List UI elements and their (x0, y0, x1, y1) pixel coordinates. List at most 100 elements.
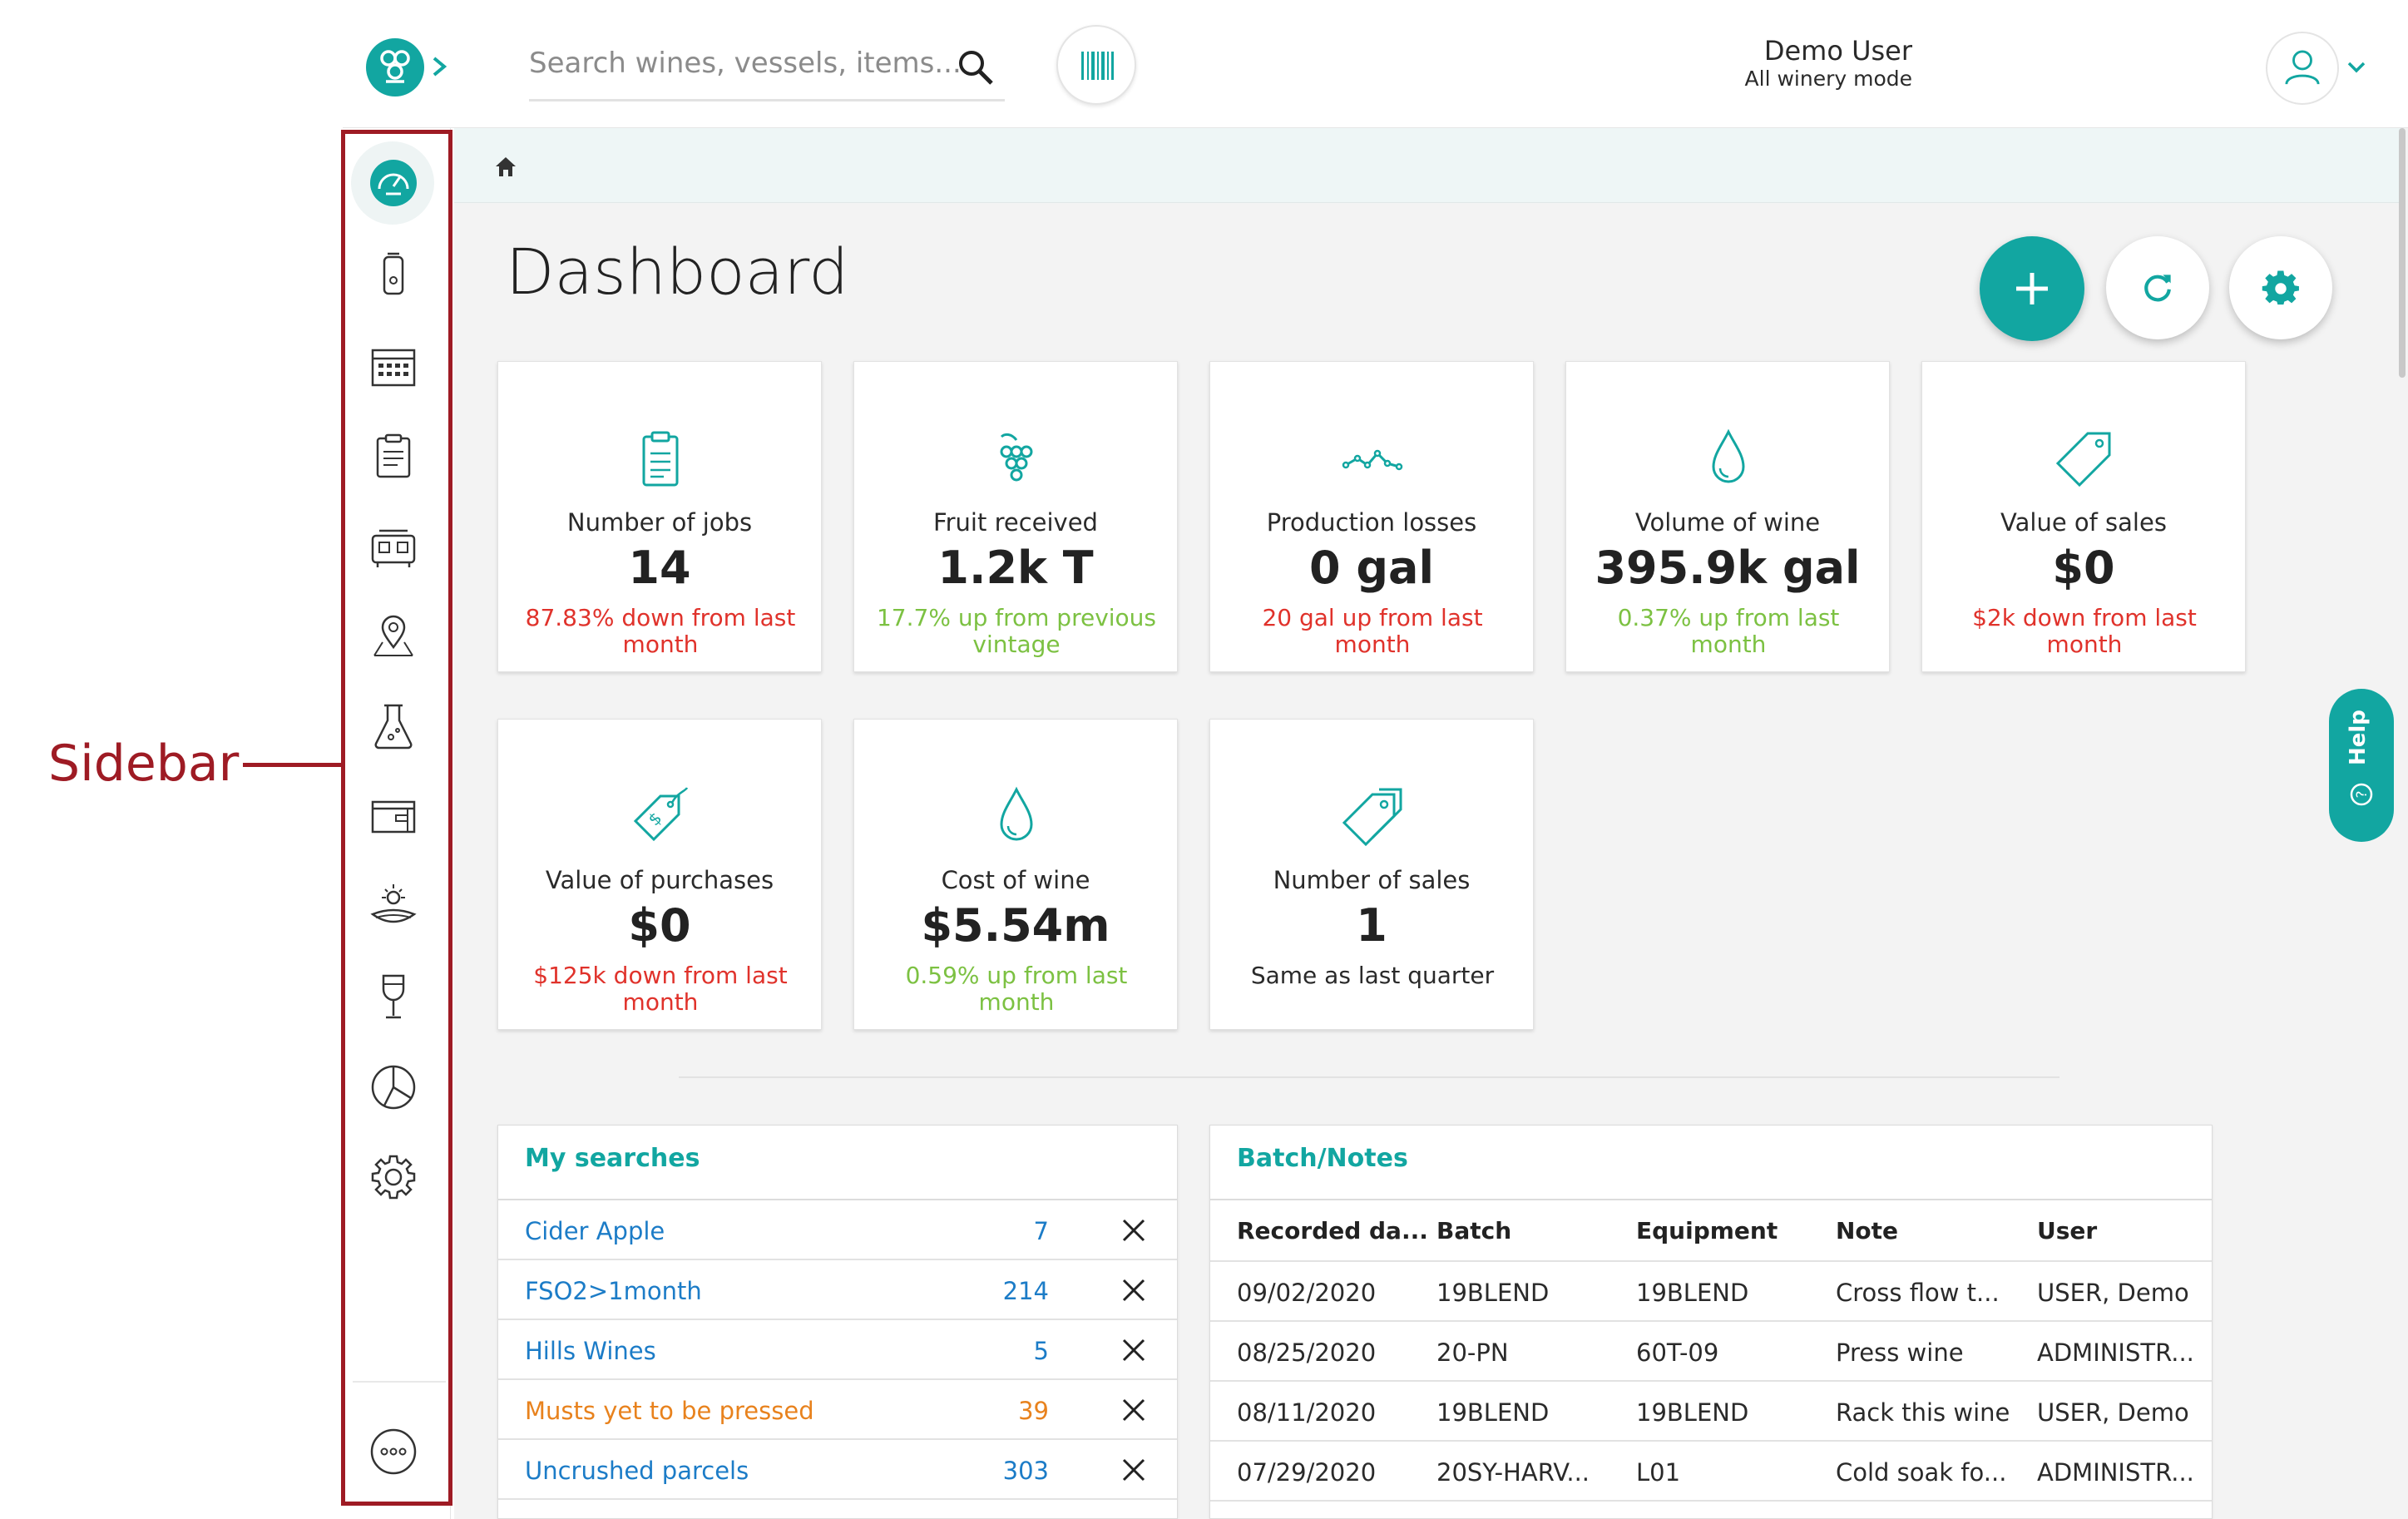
cell-equipment: 19BLEND (1636, 1398, 1749, 1427)
kpi-card-fruit[interactable]: Fruit received 1.2k T 17.7% up from prev… (853, 361, 1178, 672)
kpi-card-cost[interactable]: Cost of wine $5.54m 0.59% up from last m… (853, 719, 1178, 1030)
refresh-button[interactable] (2106, 236, 2209, 339)
search-name[interactable]: Hills Wines (525, 1337, 656, 1365)
kpi-label: Cost of wine (941, 866, 1090, 894)
search-row[interactable]: Uncrushed parcels 303 (498, 1440, 1177, 1500)
help-tab[interactable] (2329, 689, 2394, 842)
cell-date: 08/25/2020 (1237, 1338, 1377, 1367)
kpi-delta: $2k down from last month (1972, 604, 2197, 658)
sidebar-item-jobs[interactable] (364, 427, 423, 485)
global-search[interactable]: Search wines, vessels, items... (529, 38, 1005, 101)
kpi-value: 1 (1356, 899, 1387, 952)
cell-equipment: 19BLEND (1636, 1279, 1749, 1307)
sidebar-item-more[interactable] (364, 1423, 423, 1481)
sidebar-item-wines[interactable] (364, 967, 423, 1026)
search-name[interactable]: FSO2>1month (525, 1277, 702, 1305)
kpi-card-purchases[interactable]: $ Value of purchases $0 $125k down from … (497, 719, 822, 1030)
sidebar-item-settings[interactable] (364, 1148, 423, 1206)
cell-note: Cross flow t... (1836, 1279, 2000, 1307)
sidebar-item-cellar[interactable] (364, 787, 423, 845)
sidebar-item-tanks[interactable] (364, 517, 423, 576)
my-searches-title: My searches (525, 1144, 700, 1173)
sidebar-callout-line (243, 763, 341, 767)
search-count: 7 (1033, 1217, 1049, 1245)
search-row[interactable]: FSO2>1month 214 (498, 1260, 1177, 1320)
pie-chart-icon (371, 1065, 416, 1110)
cell-batch: 19BLEND (1436, 1398, 1550, 1427)
sidebar-item-calendar[interactable] (364, 337, 423, 395)
kpi-label: Number of jobs (566, 508, 753, 537)
table-row[interactable]: 08/11/2020 19BLEND 19BLEND Rack this win… (1210, 1382, 2212, 1442)
sidebar-item-dashboard[interactable] (364, 154, 423, 212)
close-icon[interactable] (1120, 1457, 1147, 1483)
close-icon[interactable] (1120, 1397, 1147, 1423)
droplet-icon (1000, 786, 1033, 841)
sidebar-item-locations[interactable] (364, 606, 423, 664)
sidebar-item-vessels[interactable] (364, 245, 423, 304)
close-icon[interactable] (1120, 1277, 1147, 1304)
search-input[interactable]: Search wines, vessels, items... (529, 47, 962, 80)
kpi-value: 395.9k gal (1595, 542, 1861, 594)
cell-user: ADMINISTR... (2037, 1458, 2194, 1487)
cell-note: Press wine (1836, 1338, 1964, 1367)
svg-text:?: ? (2354, 790, 2371, 798)
chevron-down-icon[interactable] (2344, 55, 2369, 80)
dashboard-settings-button[interactable] (2229, 236, 2332, 339)
top-bar (343, 0, 2408, 128)
search-name[interactable]: Cider Apple (525, 1217, 665, 1245)
kpi-label: Value of sales (2000, 508, 2167, 537)
kpi-value: $0 (628, 899, 691, 952)
kpi-label: Value of purchases (545, 866, 774, 894)
search-row[interactable]: Cider Apple 7 (498, 1200, 1177, 1260)
kpi-card-sales-count[interactable]: Number of sales 1 Same as last quarter (1209, 719, 1534, 1030)
cell-batch: 20-PN (1436, 1338, 1509, 1367)
user-avatar[interactable] (2266, 32, 2339, 105)
app-logo[interactable] (366, 38, 424, 96)
search-name[interactable]: Uncrushed parcels (525, 1457, 749, 1485)
help-question-icon: ? (2350, 783, 2373, 806)
vineyard-icon (370, 884, 417, 923)
sidebar-item-lab[interactable] (364, 697, 423, 755)
kpi-card-sales-value[interactable]: Value of sales $0 $2k down from last mon… (1921, 361, 2246, 672)
panel-header-divider (498, 1199, 1177, 1200)
cell-equipment: L01 (1636, 1458, 1681, 1487)
search-icon[interactable] (955, 47, 996, 88)
table-row[interactable]: 08/25/2020 20-PN 60T-09 Press wine ADMIN… (1210, 1322, 2212, 1382)
kpi-delta: 87.83% down from last month (525, 604, 796, 658)
batch-notes-panel: Batch/Notes Recorded da... Batch Equipme… (1209, 1125, 2213, 1519)
search-row[interactable]: Hills Wines 5 (498, 1320, 1177, 1380)
close-icon[interactable] (1120, 1337, 1147, 1363)
table-row[interactable]: 07/29/2020 20SY-HARV... L01 Cold soak fo… (1210, 1442, 2212, 1502)
sidebar-divider (353, 1381, 446, 1383)
column-header-batch[interactable]: Batch (1436, 1217, 1512, 1244)
search-row[interactable]: Musts yet to be pressed 39 (498, 1380, 1177, 1440)
table-row[interactable]: 09/02/2020 19BLEND 19BLEND Cross flow t.… (1210, 1262, 2212, 1322)
cell-note: Rack this wine (1836, 1398, 2010, 1427)
add-button[interactable] (1980, 236, 2084, 341)
kpi-label: Production losses (1266, 508, 1477, 537)
kpi-card-volume[interactable]: Volume of wine 395.9k gal 0.37% up from … (1565, 361, 1890, 672)
column-header-user[interactable]: User (2037, 1217, 2098, 1244)
barcode-scan-button[interactable] (1056, 25, 1136, 105)
more-icon (370, 1428, 417, 1475)
help-label: Help (2346, 710, 2371, 765)
user-mode: All winery mode (1744, 67, 1912, 91)
column-header-recorded-date[interactable]: Recorded da... (1237, 1217, 1428, 1244)
dashboard-icon (370, 160, 417, 206)
close-icon[interactable] (1120, 1217, 1147, 1244)
home-icon[interactable] (492, 153, 519, 180)
sidebar-item-reports[interactable] (364, 1058, 423, 1116)
column-header-equipment[interactable]: Equipment (1636, 1217, 1778, 1244)
search-name[interactable]: Musts yet to be pressed (525, 1397, 814, 1425)
kpi-delta: 0.59% up from last month (905, 962, 1128, 1016)
chevron-right-icon[interactable] (426, 50, 454, 83)
cell-date: 08/11/2020 (1237, 1398, 1377, 1427)
kpi-value: 0 gal (1309, 542, 1434, 594)
location-pin-icon (373, 615, 413, 656)
kpi-card-losses[interactable]: Production losses 0 gal 20 gal up from l… (1209, 361, 1534, 672)
page-scrollbar[interactable] (2399, 128, 2406, 378)
tags-icon (1342, 788, 1402, 847)
column-header-note[interactable]: Note (1836, 1217, 1899, 1244)
kpi-card-jobs[interactable]: Number of jobs 14 87.83% down from last … (497, 361, 822, 672)
sidebar-item-vineyard[interactable] (364, 878, 423, 936)
